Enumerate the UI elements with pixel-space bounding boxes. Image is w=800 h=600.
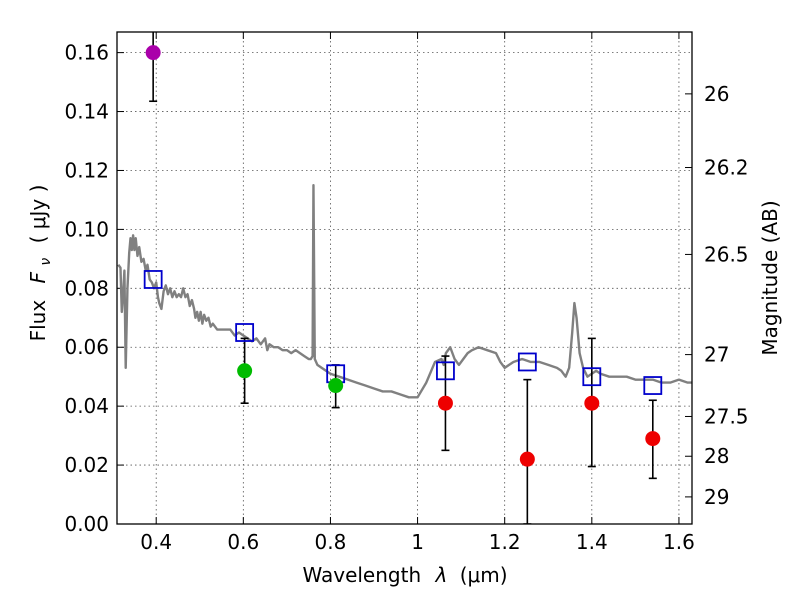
y-tick-label: 0.14 [64, 100, 109, 124]
x-axis-label-unit: (μm) [460, 563, 508, 587]
model-square-marker [517, 352, 537, 372]
model-square-marker [643, 376, 663, 395]
y-axis-label-symbol: F [26, 271, 50, 283]
observed-point [237, 363, 253, 379]
observed-point [145, 45, 161, 61]
y-tick-label: 0.06 [64, 335, 109, 359]
observed-point [437, 395, 453, 411]
x-tick-label: 1.2 [489, 530, 521, 554]
model-square-marker [235, 323, 255, 342]
y-tick-label: 0.12 [64, 158, 109, 182]
x-tick-label: 1.6 [663, 530, 695, 554]
y-axis-label-text: Flux [26, 300, 50, 342]
model-square-marker [143, 270, 163, 289]
x-tick-label: 0.6 [227, 530, 259, 554]
model-square-marker [582, 367, 602, 387]
y2-axis-label: Magnitude (AB) [758, 200, 782, 355]
observed-point [328, 378, 344, 394]
x-tick-label: 0.8 [315, 530, 347, 554]
y2-tick-label: 26 [704, 82, 729, 106]
observed-point [645, 431, 661, 447]
ticks: 0.4 0.6 0.8 1 1.2 1.4 1.6 0.00 0.02 0.04 0.06 0.08 0… [64, 32, 749, 554]
x-axis-label: Wavelength λ (μm) [302, 563, 507, 587]
observed-point [519, 451, 535, 467]
plot-area [117, 32, 692, 524]
y-tick-label: 0.16 [64, 41, 109, 65]
y2-tick-label: 26.2 [704, 156, 749, 180]
y-tick-label: 0.08 [64, 276, 109, 300]
x-axis-label-symbol: λ [435, 563, 448, 587]
x-axis-label-text: Wavelength [302, 563, 421, 587]
y-tick-label: 0.04 [64, 394, 109, 418]
y2-tick-label: 27.5 [704, 404, 749, 428]
y-axis-label-subscript: ν [38, 258, 54, 266]
x-tick-label: 1 [411, 530, 424, 554]
y2-tick-label: 28 [704, 444, 729, 468]
y-axis-label: Flux F ν ( μJy ) [26, 185, 55, 342]
y2-tick-label: 29 [704, 485, 729, 509]
y-tick-label: 0.02 [64, 453, 109, 477]
grid [117, 32, 692, 525]
y2-tick-label: 26.5 [704, 242, 749, 266]
y-axis-label-unit: ( μJy ) [26, 185, 50, 244]
observed-point [584, 395, 600, 411]
plot-frame [116, 31, 693, 525]
y-tick-label: 0.00 [64, 512, 109, 536]
x-tick-label: 1.4 [576, 530, 608, 554]
model-square-marker [436, 361, 455, 381]
x-tick-label: 0.4 [140, 530, 172, 554]
y-tick-label: 0.10 [64, 217, 109, 241]
y2-tick-label: 27 [704, 343, 729, 367]
spectrum-line [117, 184, 692, 399]
